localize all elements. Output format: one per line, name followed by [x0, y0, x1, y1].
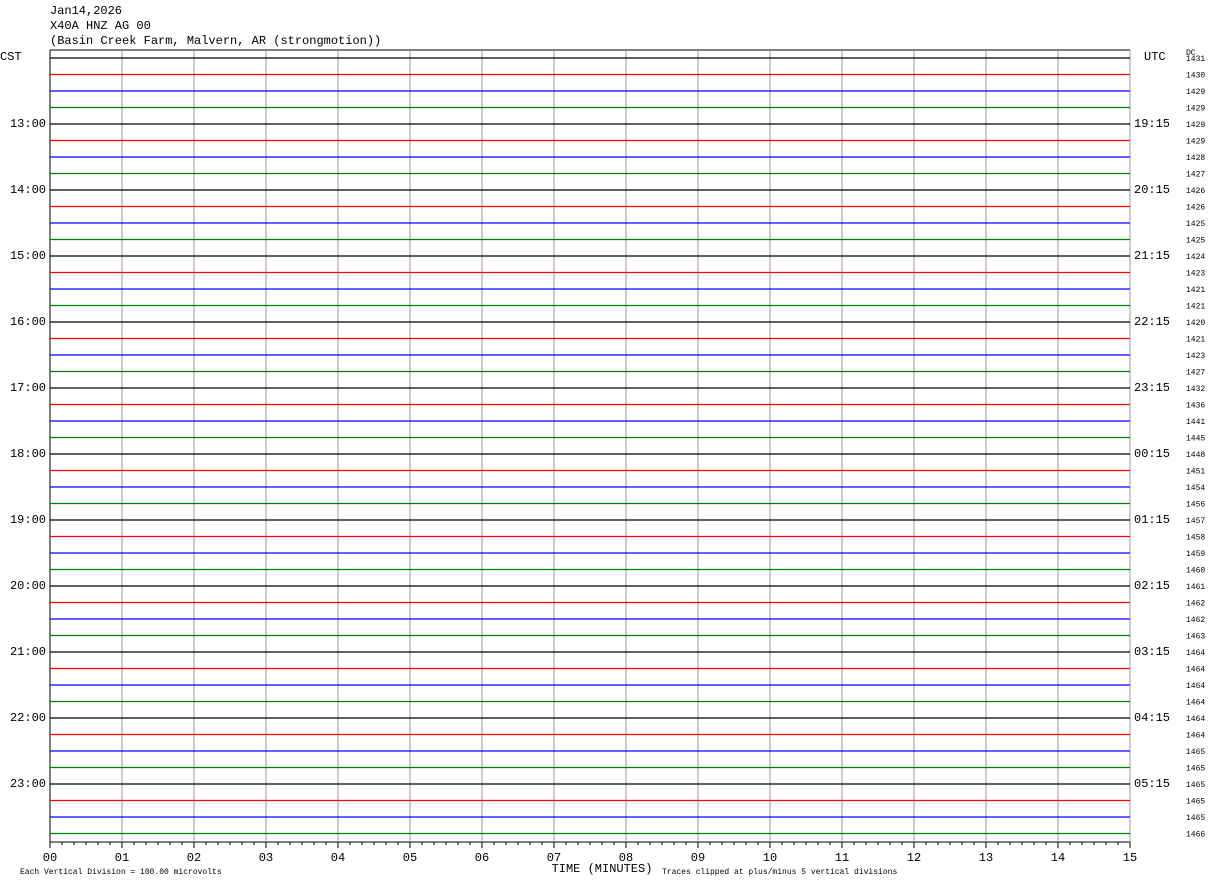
x-tick-label: 05: [403, 851, 417, 865]
dc-value: 1464: [1186, 666, 1205, 675]
left-time: 16:00: [10, 315, 46, 329]
dc-value: 1431: [1186, 55, 1205, 64]
dc-value: 1465: [1186, 781, 1205, 790]
dc-value: 1428: [1186, 154, 1205, 163]
x-tick-label: 15: [1123, 851, 1137, 865]
right-time: 02:15: [1134, 579, 1170, 593]
left-time: 14:00: [10, 183, 46, 197]
dc-value: 1436: [1186, 402, 1205, 411]
dc-value: 1429: [1186, 138, 1205, 147]
dc-value: 1424: [1186, 253, 1205, 262]
date: Jan14,2026: [50, 4, 122, 18]
left-time: 22:00: [10, 711, 46, 725]
right-time: 03:15: [1134, 645, 1170, 659]
dc-value: 1421: [1186, 286, 1205, 295]
dc-value: 1425: [1186, 220, 1205, 229]
dc-value: 1462: [1186, 600, 1205, 609]
x-tick-label: 07: [547, 851, 561, 865]
dc-value: 1420: [1186, 319, 1205, 328]
x-tick-label: 11: [835, 851, 849, 865]
dc-value: 1461: [1186, 583, 1205, 592]
dc-value: 1464: [1186, 699, 1205, 708]
x-tick-label: 03: [259, 851, 273, 865]
dc-value: 1464: [1186, 649, 1205, 658]
location: (Basin Creek Farm, Malvern, AR (strongmo…: [50, 34, 381, 48]
station: X40A HNZ AG 00: [50, 19, 151, 33]
dc-value: 1448: [1186, 451, 1205, 460]
left-time: 18:00: [10, 447, 46, 461]
dc-value: 1451: [1186, 468, 1205, 477]
dc-value: 1432: [1186, 385, 1205, 394]
dc-value: 1423: [1186, 270, 1205, 279]
left-time: 21:00: [10, 645, 46, 659]
dc-value: 1465: [1186, 748, 1205, 757]
dc-value: 1459: [1186, 550, 1205, 559]
dc-value: 1463: [1186, 633, 1205, 642]
dc-value: 1460: [1186, 567, 1205, 576]
dc-value: 1465: [1186, 814, 1205, 823]
right-label: UTC: [1144, 50, 1166, 64]
x-tick-label: 01: [115, 851, 129, 865]
left-time: 20:00: [10, 579, 46, 593]
dc-value: 1445: [1186, 435, 1205, 444]
dc-value: 1427: [1186, 369, 1205, 378]
dc-value: 1466: [1186, 831, 1205, 840]
dc-value: 1464: [1186, 715, 1205, 724]
x-tick-label: 14: [1051, 851, 1065, 865]
dc-value: 1441: [1186, 418, 1205, 427]
dc-value: 1430: [1186, 72, 1205, 81]
x-tick-label: 09: [691, 851, 705, 865]
dc-value: 1465: [1186, 798, 1205, 807]
dc-label: DC: [1186, 49, 1196, 58]
x-tick-label: 04: [331, 851, 345, 865]
dc-value: 1421: [1186, 336, 1205, 345]
right-time: 21:15: [1134, 249, 1170, 263]
dc-value: 1429: [1186, 88, 1205, 97]
dc-value: 1465: [1186, 765, 1205, 774]
dc-value: 1421: [1186, 303, 1205, 312]
left-time: 23:00: [10, 777, 46, 791]
right-time: 22:15: [1134, 315, 1170, 329]
dc-value: 1426: [1186, 204, 1205, 213]
dc-value: 1454: [1186, 484, 1205, 493]
right-time: 04:15: [1134, 711, 1170, 725]
right-time: 00:15: [1134, 447, 1170, 461]
right-time: 01:15: [1134, 513, 1170, 527]
right-time: 05:15: [1134, 777, 1170, 791]
left-time: 15:00: [10, 249, 46, 263]
x-label: TIME (MINUTES): [552, 862, 653, 876]
right-time: 19:15: [1134, 117, 1170, 131]
footer-right: Traces clipped at plus/minus 5 vertical …: [662, 868, 897, 877]
dc-value: 1426: [1186, 187, 1205, 196]
dc-value: 1427: [1186, 171, 1205, 180]
dc-value: 1429: [1186, 121, 1205, 130]
left-label: CST: [0, 50, 22, 64]
right-time: 23:15: [1134, 381, 1170, 395]
dc-value: 1462: [1186, 616, 1205, 625]
dc-value: 1429: [1186, 105, 1205, 114]
dc-value: 1425: [1186, 237, 1205, 246]
dc-value: 1423: [1186, 352, 1205, 361]
dc-value: 1456: [1186, 501, 1205, 510]
dc-value: 1464: [1186, 682, 1205, 691]
dc-value: 1457: [1186, 517, 1205, 526]
footer-left: Each Vertical Division = 100.00 microvol…: [20, 868, 222, 877]
left-time: 13:00: [10, 117, 46, 131]
x-tick-label: 10: [763, 851, 777, 865]
x-tick-label: 00: [43, 851, 57, 865]
right-time: 20:15: [1134, 183, 1170, 197]
dc-value: 1458: [1186, 534, 1205, 543]
x-tick-label: 02: [187, 851, 201, 865]
left-time: 17:00: [10, 381, 46, 395]
x-tick-label: 13: [979, 851, 993, 865]
x-tick-label: 12: [907, 851, 921, 865]
x-tick-label: 06: [475, 851, 489, 865]
x-tick-label: 08: [619, 851, 633, 865]
left-time: 19:00: [10, 513, 46, 527]
dc-value: 1464: [1186, 732, 1205, 741]
